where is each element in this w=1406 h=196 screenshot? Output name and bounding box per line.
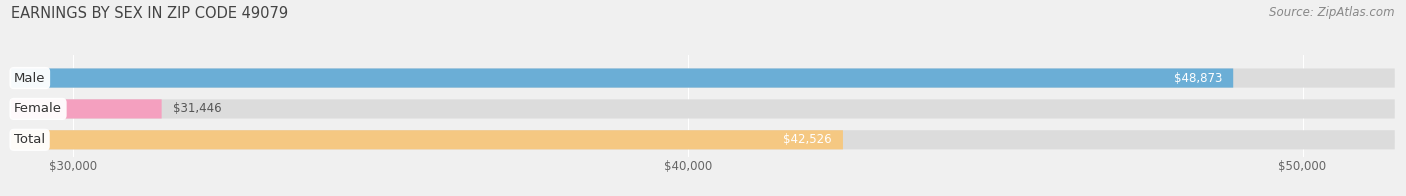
FancyBboxPatch shape [11, 130, 1395, 149]
Text: Source: ZipAtlas.com: Source: ZipAtlas.com [1270, 6, 1395, 19]
FancyBboxPatch shape [11, 99, 1395, 119]
FancyBboxPatch shape [11, 99, 162, 119]
FancyBboxPatch shape [11, 68, 1233, 88]
FancyBboxPatch shape [11, 68, 1395, 88]
Text: $42,526: $42,526 [783, 133, 832, 146]
Text: Male: Male [14, 72, 45, 84]
FancyBboxPatch shape [11, 130, 844, 149]
Text: Female: Female [14, 103, 62, 115]
Text: Total: Total [14, 133, 45, 146]
Text: $31,446: $31,446 [173, 103, 221, 115]
Text: $48,873: $48,873 [1174, 72, 1222, 84]
Text: EARNINGS BY SEX IN ZIP CODE 49079: EARNINGS BY SEX IN ZIP CODE 49079 [11, 6, 288, 21]
